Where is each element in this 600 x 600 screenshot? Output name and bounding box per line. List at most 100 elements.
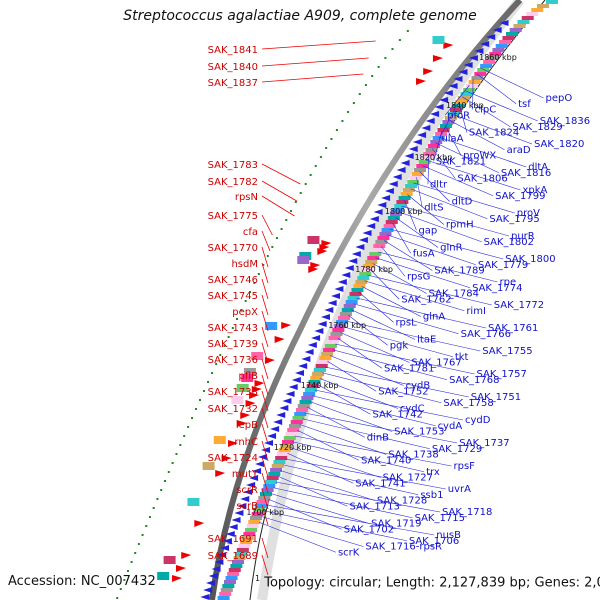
- gene-arrow-forward: [240, 412, 251, 419]
- connector-line: [273, 487, 413, 519]
- reverse-gene-label: SAK_1719: [371, 519, 421, 530]
- gene-arrow-reverse: [453, 76, 463, 82]
- forward-gene-label: SAK_1746: [208, 275, 258, 286]
- connector-line: [353, 303, 459, 335]
- connector-line: [444, 85, 470, 116]
- reverse-gene-label: SAK_1772: [494, 300, 544, 311]
- reverse-gene-label: SAK_1806: [457, 174, 507, 185]
- gc-dot: [335, 129, 338, 131]
- position-tick-label: 1860 kbp: [479, 53, 517, 62]
- cds-block: [271, 464, 284, 468]
- cds-block: [489, 52, 502, 56]
- cds-block: [261, 488, 274, 492]
- connector-line: [358, 292, 394, 323]
- cds-block: [353, 284, 366, 288]
- gc-dot: [227, 336, 230, 338]
- gene-arrow-reverse: [276, 412, 286, 418]
- genome-summary: 1 Topology: circular; Length: 2,127,839 …: [255, 574, 600, 590]
- cds-block: [282, 440, 295, 444]
- gene-arrow-reverse: [355, 244, 365, 250]
- cds-block: [449, 108, 462, 112]
- gene-arrow-reverse: [327, 300, 337, 306]
- connector-line: [337, 338, 383, 369]
- gene-arrow-reverse: [381, 195, 391, 201]
- cds-block: [468, 80, 481, 84]
- reverse-gene-label: SAK_1762: [401, 294, 451, 305]
- cds-block: [345, 300, 358, 304]
- forward-gene-label: SAK_1840: [208, 62, 258, 73]
- cds-block: [499, 40, 512, 44]
- cds-block: [236, 548, 249, 552]
- cds-block: [235, 552, 248, 556]
- cds-block: [526, 12, 539, 16]
- connector-line: [285, 458, 446, 490]
- forward-gene-label: SAK_1733: [208, 387, 258, 398]
- connector-line: [407, 194, 445, 225]
- gc-dot: [148, 516, 151, 518]
- gc-dot: [371, 75, 374, 77]
- cds-block: [292, 416, 305, 420]
- gene-arrow-reverse: [408, 146, 418, 152]
- connector-line: [350, 309, 416, 340]
- gene-arrow-reverse: [320, 314, 330, 320]
- gene-arrow-reverse: [369, 216, 379, 222]
- gene-arrow-forward: [274, 336, 285, 343]
- connector-line: [348, 315, 388, 346]
- forward-gene-label: SAK_1783: [208, 160, 258, 171]
- cds-block: [531, 8, 544, 12]
- cds-block: [287, 428, 300, 432]
- gene-arrow-reverse: [291, 377, 301, 383]
- connector-line: [364, 280, 465, 312]
- forward-gene-label: SAK_1841: [208, 45, 258, 56]
- cds-block: [326, 340, 339, 344]
- connector-line: [266, 504, 435, 536]
- cds-block: [339, 312, 352, 316]
- gene-arrow-reverse: [270, 426, 280, 432]
- cds-block: [373, 244, 386, 248]
- reverse-gene-label: SAK_1742: [372, 409, 422, 420]
- gene-arrow-reverse: [304, 349, 314, 355]
- gene-arrow-reverse: [430, 111, 440, 117]
- cds-block: [241, 374, 254, 382]
- reverse-gene-label: rpsL: [395, 317, 417, 328]
- cds-block: [245, 528, 258, 532]
- connector-line: [302, 418, 430, 450]
- gene-arrow-reverse: [288, 384, 298, 390]
- gene-arrow-reverse: [255, 461, 265, 467]
- forward-gene-label: cfa: [243, 227, 258, 238]
- connector-line: [342, 326, 453, 358]
- cds-block: [357, 276, 370, 280]
- gc-dot: [398, 39, 401, 41]
- gene-arrow-reverse: [351, 251, 361, 257]
- reverse-gene-label: glnA: [423, 312, 445, 323]
- reverse-gene-label: proV: [517, 208, 540, 219]
- connector-line: [312, 395, 436, 427]
- gene-arrow-forward: [245, 400, 256, 407]
- cds-block: [313, 368, 326, 372]
- cds-block: [238, 544, 251, 548]
- connector-line: [294, 435, 452, 467]
- gene-arrow-forward: [319, 244, 330, 251]
- connector-line: [261, 230, 271, 252]
- cds-block: [396, 200, 409, 204]
- reverse-gene-label: fusA: [413, 248, 435, 259]
- gc-dot: [285, 219, 288, 221]
- reverse-gene-label: tsf: [518, 99, 531, 110]
- gene-arrow-forward: [416, 78, 427, 85]
- gc-dot: [198, 399, 201, 401]
- footnote-marker: 1: [255, 574, 261, 583]
- cds-block: [452, 104, 465, 108]
- forward-gene-label: scrB: [236, 501, 258, 512]
- cds-block: [268, 472, 281, 476]
- cds-block: [460, 92, 473, 96]
- gc-dot: [262, 264, 265, 266]
- gc-dot: [314, 165, 317, 167]
- cds-block: [430, 140, 443, 144]
- cds-block: [377, 236, 390, 240]
- forward-gene-labels: SAK_1841 SAK_1840 SAK_1837 SAK_1783 SAK_1782…: [208, 45, 259, 562]
- gene-arrow-reverse: [448, 83, 458, 89]
- gene-arrow-reverse: [474, 48, 484, 54]
- gene-arrow-reverse: [337, 279, 347, 285]
- reverse-gene-label: SAK_1816: [501, 168, 551, 179]
- forward-gene-label: SAK_1775: [208, 211, 258, 222]
